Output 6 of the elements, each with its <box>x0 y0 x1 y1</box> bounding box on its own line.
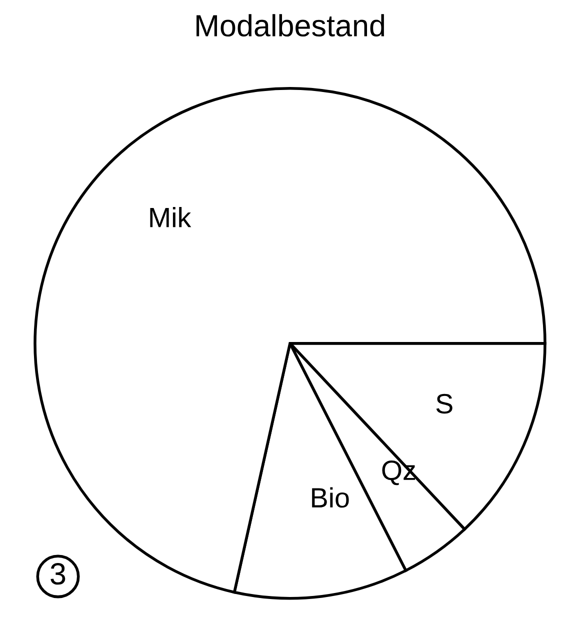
slice-label: Qz <box>382 460 416 486</box>
slice-label: Mik <box>150 207 192 228</box>
chart-title: Modalbestand <box>196 14 384 37</box>
slice-label: Bio <box>312 487 349 508</box>
text: 3 <box>50 563 66 585</box>
slice-label: S <box>436 394 452 414</box>
